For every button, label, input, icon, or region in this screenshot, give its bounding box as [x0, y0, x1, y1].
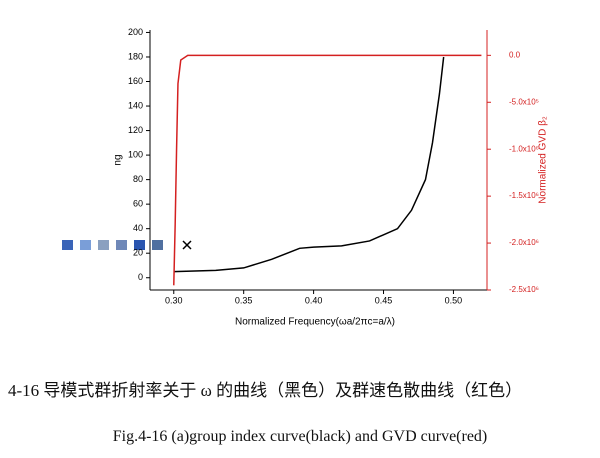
- x-tick-label: 0.30: [165, 295, 183, 305]
- y-tick-label: 80: [133, 174, 143, 184]
- x-tick-label: 0.40: [305, 295, 323, 305]
- y-tick-label: 0: [138, 272, 143, 282]
- x-tick-label: 0.45: [375, 295, 393, 305]
- toolbar: [62, 240, 192, 250]
- icon-print[interactable]: [98, 240, 109, 250]
- y-tick-label: 180: [128, 51, 143, 61]
- x-tick-label: 0.50: [445, 295, 463, 305]
- y2-tick-label: 0.0: [509, 50, 521, 59]
- caption-cn: 4-16 导模式群折射率关于 ω 的曲线（黑色）及群速色散曲线（红色）: [8, 381, 523, 400]
- y-axis-label: ng: [113, 154, 124, 165]
- y-tick-label: 140: [128, 100, 143, 110]
- x-tick-label: 0.35: [235, 295, 253, 305]
- y2-tick-label: -2.5x10⁶: [509, 285, 539, 294]
- y2-tick-label: -1.0x10⁶: [509, 144, 539, 153]
- chart: Normalized Frequency(ωa/2πc=a/λ) ng Norm…: [62, 27, 549, 328]
- y2-axis-label: Normalized GVD β₂: [538, 116, 549, 204]
- y-tick-label: 100: [128, 149, 143, 159]
- y2-tick-label: -1.5x10⁶: [509, 191, 539, 200]
- caption-en: Fig.4-16 (a)group index curve(black) and…: [112, 428, 488, 445]
- y-tick-label: 40: [133, 223, 143, 233]
- y-tick-label: 160: [128, 76, 143, 86]
- y-tick-label: 200: [128, 27, 143, 37]
- x-axis-label: Normalized Frequency(ωa/2πc=a/λ): [235, 317, 395, 328]
- y2-tick-label: -5.0x10⁵: [509, 97, 539, 106]
- icon-copy[interactable]: [80, 240, 91, 250]
- line-series: [173, 54, 482, 286]
- y-tick-label: 60: [133, 199, 143, 209]
- icon-close[interactable]: [182, 240, 192, 250]
- icon-save[interactable]: [62, 240, 73, 250]
- y-tick-label: 20: [133, 248, 143, 258]
- y2-tick-label: -2.0x10⁶: [509, 238, 539, 247]
- icon-email[interactable]: [116, 240, 127, 250]
- icon-tools[interactable]: [152, 240, 163, 250]
- y-tick-label: 120: [128, 125, 143, 135]
- icon-word[interactable]: [134, 240, 145, 250]
- line-series: [173, 56, 445, 273]
